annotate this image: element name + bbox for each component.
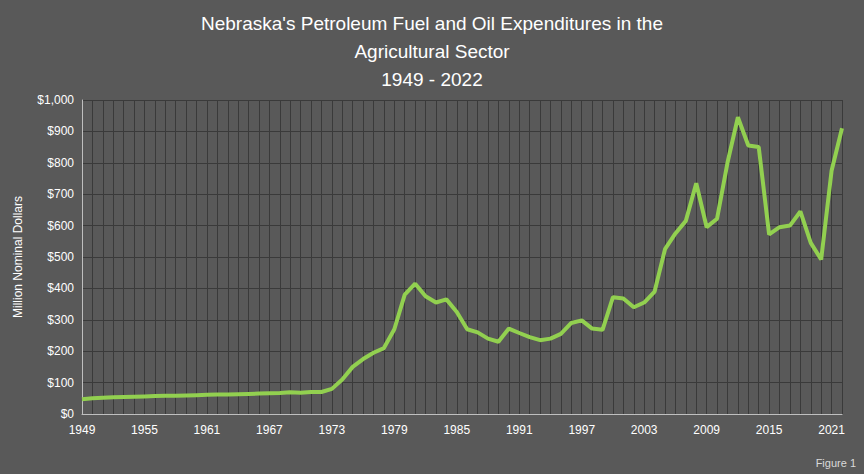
svg-text:$0: $0 xyxy=(61,407,75,421)
svg-text:1985: 1985 xyxy=(443,423,470,437)
svg-text:$1,000: $1,000 xyxy=(37,93,74,107)
svg-text:1955: 1955 xyxy=(131,423,158,437)
svg-text:Agricultural Sector: Agricultural Sector xyxy=(354,41,510,62)
svg-text:2015: 2015 xyxy=(756,423,783,437)
svg-text:2021: 2021 xyxy=(818,423,845,437)
svg-text:1991: 1991 xyxy=(506,423,533,437)
svg-text:1949 - 2022: 1949 - 2022 xyxy=(381,69,482,90)
svg-text:Figure 1: Figure 1 xyxy=(816,457,856,469)
svg-text:1973: 1973 xyxy=(319,423,346,437)
svg-text:Nebraska's Petroleum Fuel and: Nebraska's Petroleum Fuel and Oil Expend… xyxy=(201,13,663,34)
svg-text:$500: $500 xyxy=(47,250,74,264)
svg-text:$200: $200 xyxy=(47,344,74,358)
svg-text:$900: $900 xyxy=(47,124,74,138)
svg-text:$300: $300 xyxy=(47,313,74,327)
svg-text:1961: 1961 xyxy=(194,423,221,437)
svg-text:2003: 2003 xyxy=(631,423,658,437)
svg-text:1967: 1967 xyxy=(256,423,283,437)
svg-text:1949: 1949 xyxy=(69,423,96,437)
svg-text:$800: $800 xyxy=(47,156,74,170)
svg-text:2009: 2009 xyxy=(693,423,720,437)
svg-text:1979: 1979 xyxy=(381,423,408,437)
svg-text:$400: $400 xyxy=(47,281,74,295)
svg-text:$100: $100 xyxy=(47,376,74,390)
svg-text:$600: $600 xyxy=(47,219,74,233)
svg-text:Million Nominal Dollars: Million Nominal Dollars xyxy=(11,196,25,318)
svg-text:$700: $700 xyxy=(47,187,74,201)
svg-text:1997: 1997 xyxy=(568,423,595,437)
